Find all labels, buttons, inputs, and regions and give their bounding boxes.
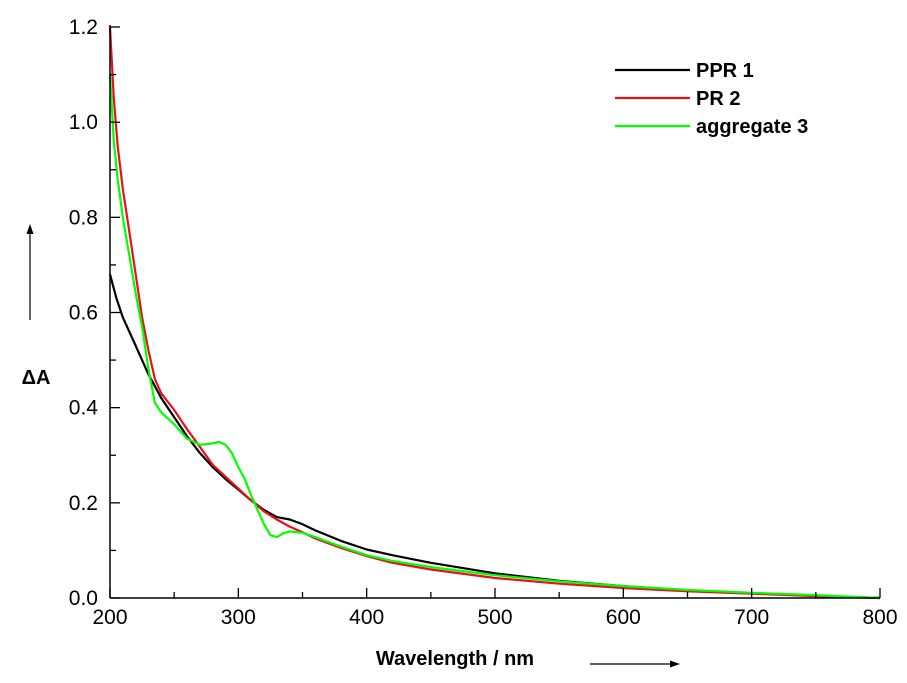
y-axis-arrow <box>26 224 34 320</box>
y-tick-label: 1.2 <box>69 16 98 39</box>
x-tick-label: 800 <box>862 606 897 629</box>
y-axis-title: ΔA <box>22 367 51 389</box>
series-line-1 <box>108 274 881 600</box>
legend-label-3: aggregate 3 <box>696 116 808 138</box>
x-axis-title: Wavelength / nm <box>376 648 534 670</box>
legend: PPR 1 PR 2 aggregate 3 <box>615 60 808 138</box>
plot-lines <box>108 26 881 600</box>
y-tick-label: 0.2 <box>69 492 98 515</box>
y-tick-label: 1.0 <box>69 111 98 134</box>
legend-label-2: PR 2 <box>696 88 740 110</box>
y-tick-label: 0.8 <box>69 206 98 229</box>
x-axis-arrow <box>590 660 680 668</box>
series-line-2 <box>108 26 881 600</box>
x-tick-label: 600 <box>606 606 641 629</box>
x-tick-label: 400 <box>349 606 384 629</box>
y-tick-label: 0.0 <box>69 587 98 610</box>
axes <box>109 25 881 599</box>
y-tick-label: 0.6 <box>69 302 98 325</box>
x-tick-label: 500 <box>477 606 512 629</box>
series-line-3 <box>108 74 881 600</box>
x-tick-label: 700 <box>734 606 769 629</box>
x-tick-label: 300 <box>221 606 256 629</box>
y-tick-label: 0.4 <box>69 397 99 420</box>
legend-label-1: PPR 1 <box>696 60 754 82</box>
x-tick-label: 200 <box>92 606 127 629</box>
tick-labels: 200 300 400 500 600 700 800 0.0 0.2 0.4 0.6 0.8 1.0 1… <box>69 16 898 629</box>
